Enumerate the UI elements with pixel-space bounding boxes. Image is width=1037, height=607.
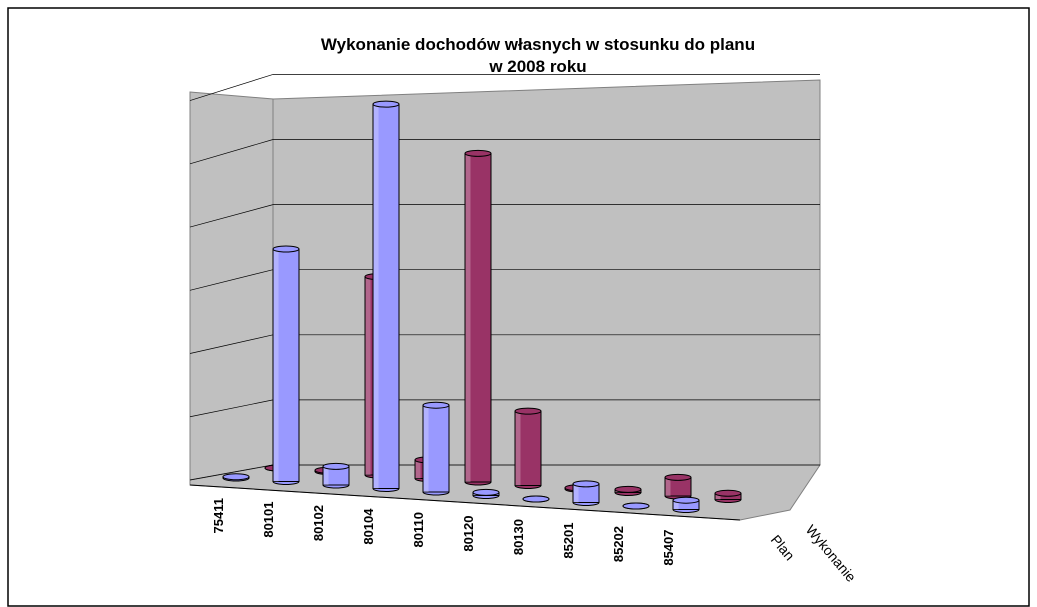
x-tick-label: 80120 (461, 516, 476, 552)
bar-part (415, 459, 421, 479)
bar (664, 473, 692, 500)
bar (464, 149, 492, 486)
bar-part (372, 103, 400, 489)
bar-part (672, 496, 700, 504)
x-tick-label: 80110 (411, 512, 426, 547)
grid-line (189, 74, 274, 101)
x-tick-label: 80102 (311, 505, 326, 541)
bar-part (272, 248, 300, 482)
x-tick-label: 80130 (511, 519, 526, 555)
grid-line (189, 464, 274, 481)
back-wall (272, 79, 821, 466)
x-tick-label: 85201 (561, 523, 576, 559)
bar (372, 100, 400, 492)
bar (522, 495, 550, 503)
x-axis (189, 484, 741, 521)
bar (622, 502, 650, 510)
bar-part (515, 411, 521, 486)
bar-part (323, 466, 329, 485)
bar-part (664, 473, 692, 481)
bar (714, 489, 742, 503)
x-tick-label: 75411 (211, 498, 226, 533)
bar-part (472, 488, 500, 496)
grid-line (189, 139, 274, 165)
grid-line (189, 269, 274, 291)
bar (422, 401, 450, 496)
bar-part (373, 104, 379, 489)
bar-part (464, 149, 492, 157)
chart-title: Wykonanie dochodów własnych w stosunku d… (321, 35, 755, 54)
side-wall (189, 91, 274, 481)
bar-part (514, 407, 542, 415)
bar-part (514, 410, 542, 487)
bar (614, 485, 642, 496)
grid-line (189, 399, 274, 418)
x-tick-label: 85202 (611, 526, 626, 562)
bar-part (273, 249, 279, 482)
bar-part (422, 401, 450, 409)
bar-part (573, 483, 579, 503)
bar-part (622, 502, 650, 510)
x-tick-label: 80101 (261, 502, 276, 538)
bar (514, 407, 542, 489)
x-tick-label: 80104 (361, 508, 376, 545)
bar (272, 245, 300, 485)
bar-part (372, 100, 400, 108)
x-tick-label: 85407 (661, 530, 676, 566)
bar-part (222, 473, 250, 481)
bar-part (465, 153, 471, 482)
bar-part (665, 477, 671, 496)
bar (322, 462, 350, 489)
bar-part (322, 462, 350, 470)
bar (472, 488, 500, 499)
bar-part (365, 276, 371, 475)
bar-part (464, 152, 492, 483)
bar-part (714, 489, 742, 497)
bar (222, 473, 250, 482)
bar-part (614, 485, 642, 493)
bar-part (423, 405, 429, 492)
grid-line (189, 334, 274, 354)
bar (672, 496, 700, 513)
bar-part (715, 493, 721, 500)
bar-part (572, 480, 600, 488)
bar-part (522, 495, 550, 503)
chart-title: w 2008 roku (488, 57, 586, 76)
bar-part (673, 500, 679, 510)
bar-part (422, 404, 450, 493)
bar-part (272, 245, 300, 253)
bar (572, 480, 600, 506)
grid-line (189, 204, 274, 228)
